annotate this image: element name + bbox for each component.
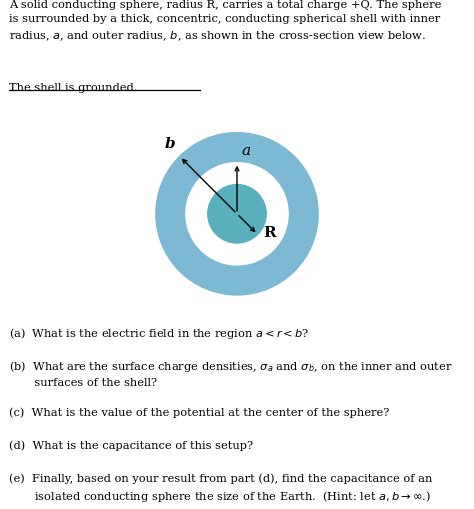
Circle shape bbox=[186, 163, 288, 265]
Text: (a)  What is the electric field in the region $a < r < b$?: (a) What is the electric field in the re… bbox=[9, 326, 310, 342]
Text: (e)  Finally, based on your result from part (d), find the capacitance of an
   : (e) Finally, based on your result from p… bbox=[9, 473, 433, 504]
Circle shape bbox=[156, 133, 318, 295]
Text: (c)  What is the value of the potential at the center of the sphere?: (c) What is the value of the potential a… bbox=[9, 407, 390, 418]
Text: a: a bbox=[241, 144, 250, 158]
Text: The shell is grounded.: The shell is grounded. bbox=[9, 83, 138, 94]
Text: (d)  What is the capacitance of this setup?: (d) What is the capacitance of this setu… bbox=[9, 440, 254, 451]
Text: b: b bbox=[165, 137, 175, 151]
Text: A solid conducting sphere, radius R, carries a total charge +Q. The sphere
is su: A solid conducting sphere, radius R, car… bbox=[9, 0, 442, 43]
Circle shape bbox=[208, 185, 266, 243]
Text: (b)  What are the surface charge densities, $\sigma_a$ and $\sigma_b$, on the in: (b) What are the surface charge densitie… bbox=[9, 359, 453, 388]
Text: R: R bbox=[264, 226, 276, 240]
